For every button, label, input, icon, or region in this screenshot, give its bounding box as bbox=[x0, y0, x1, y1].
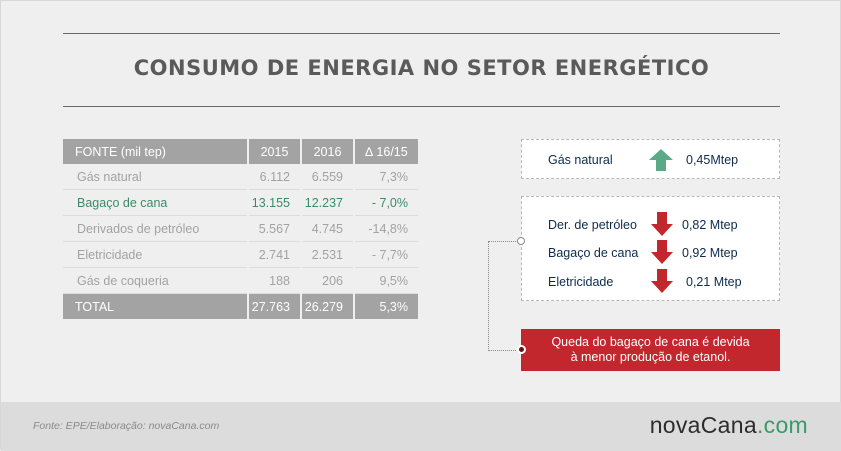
connector-end-dot bbox=[517, 345, 526, 354]
connector-line bbox=[488, 241, 522, 351]
table-row: Gás natural 6.112 6.559 7,3% bbox=[63, 164, 420, 190]
note-box: Queda do bagaço de cana é devida à menor… bbox=[521, 329, 780, 371]
table-row: Derivados de petróleo 5.567 4.745 -14,8% bbox=[63, 215, 420, 242]
decrease-item: Eletricidade 0,21 Mtep bbox=[522, 269, 779, 293]
row-value-2016: 2.531 bbox=[301, 241, 355, 268]
row-delta: 7,3% bbox=[354, 164, 420, 190]
item-label: Eletricidade bbox=[548, 275, 614, 289]
logo-main: novaCana bbox=[649, 412, 757, 438]
footer: Fonte: EPE/Elaboração: novaCana.com nova… bbox=[1, 402, 841, 451]
energy-table: FONTE (mil tep) 2015 2016 ∆ 16/15 Gás na… bbox=[63, 139, 420, 319]
row-source: Gás natural bbox=[63, 164, 249, 190]
row-source: Eletricidade bbox=[63, 241, 249, 268]
item-label: Gás natural bbox=[548, 153, 613, 167]
row-value-2015: 6.112 bbox=[248, 164, 302, 190]
top-divider bbox=[63, 33, 780, 34]
row-value-2016: 12.237 bbox=[301, 189, 355, 216]
novacana-logo: novaCana.com bbox=[650, 412, 808, 439]
row-delta: - 7,7% bbox=[354, 241, 420, 268]
header-delta: ∆ 16/15 bbox=[354, 139, 420, 164]
total-delta: 5,3% bbox=[354, 293, 420, 319]
total-2015: 27.763 bbox=[248, 293, 302, 319]
row-source: Derivados de petróleo bbox=[63, 215, 249, 242]
item-value: 0,92 Mtep bbox=[682, 246, 738, 260]
source-credit: Fonte: EPE/Elaboração: novaCana.com bbox=[33, 420, 220, 432]
note-line-1: Queda do bagaço de cana é devida bbox=[551, 335, 750, 349]
total-label: TOTAL bbox=[63, 293, 249, 319]
row-value-2016: 4.745 bbox=[301, 215, 355, 242]
arrow-down-icon bbox=[651, 269, 673, 293]
row-value-2016: 6.559 bbox=[301, 164, 355, 190]
table-row-highlight: Bagaço de cana 13.155 12.237 - 7,0% bbox=[63, 189, 420, 216]
item-label: Bagaço de cana bbox=[548, 246, 639, 260]
increase-item: Gás natural 0,45Mtep bbox=[522, 149, 779, 171]
row-delta: 9,5% bbox=[354, 267, 420, 294]
table-row: Gás de coqueria 188 206 9,5% bbox=[63, 267, 420, 294]
row-value-2015: 5.567 bbox=[248, 215, 302, 242]
arrow-down-icon bbox=[651, 212, 673, 236]
connector-start-dot bbox=[517, 237, 525, 245]
item-value: 0,45Mtep bbox=[686, 153, 739, 167]
table-row: Eletricidade 2.741 2.531 - 7,7% bbox=[63, 241, 420, 268]
row-delta: - 7,0% bbox=[354, 189, 420, 216]
table-header-row: FONTE (mil tep) 2015 2016 ∆ 16/15 bbox=[63, 139, 420, 164]
arrow-up-icon bbox=[649, 149, 673, 171]
increase-box: Gás natural 0,45Mtep bbox=[521, 139, 780, 179]
table-total-row: TOTAL 27.763 26.279 5,3% bbox=[63, 293, 420, 319]
logo-suffix: .com bbox=[756, 412, 808, 438]
note-line-2: à menor produção de etanol. bbox=[570, 350, 731, 364]
item-label: Der. de petróleo bbox=[548, 218, 637, 232]
decrease-item: Bagaço de cana 0,92 Mtep bbox=[522, 240, 779, 264]
item-value: 0,21 Mtep bbox=[686, 275, 742, 289]
arrow-down-icon bbox=[651, 240, 673, 264]
row-delta: -14,8% bbox=[354, 215, 420, 242]
row-value-2015: 13.155 bbox=[248, 189, 302, 216]
row-value-2016: 206 bbox=[301, 267, 355, 294]
item-value: 0,82 Mtep bbox=[682, 218, 738, 232]
title-divider bbox=[63, 106, 780, 107]
total-2016: 26.279 bbox=[301, 293, 355, 319]
row-source: Gás de coqueria bbox=[63, 267, 249, 294]
page-title: CONSUMO DE ENERGIA NO SETOR ENERGÉTICO bbox=[133, 56, 710, 80]
row-value-2015: 188 bbox=[248, 267, 302, 294]
row-value-2015: 2.741 bbox=[248, 241, 302, 268]
decrease-box: Der. de petróleo 0,82 Mtep Bagaço de can… bbox=[521, 196, 780, 301]
header-2015: 2015 bbox=[248, 139, 302, 164]
decrease-item: Der. de petróleo 0,82 Mtep bbox=[522, 212, 779, 236]
row-source: Bagaço de cana bbox=[63, 189, 249, 216]
header-fonte: FONTE (mil tep) bbox=[63, 139, 249, 164]
header-2016: 2016 bbox=[301, 139, 355, 164]
